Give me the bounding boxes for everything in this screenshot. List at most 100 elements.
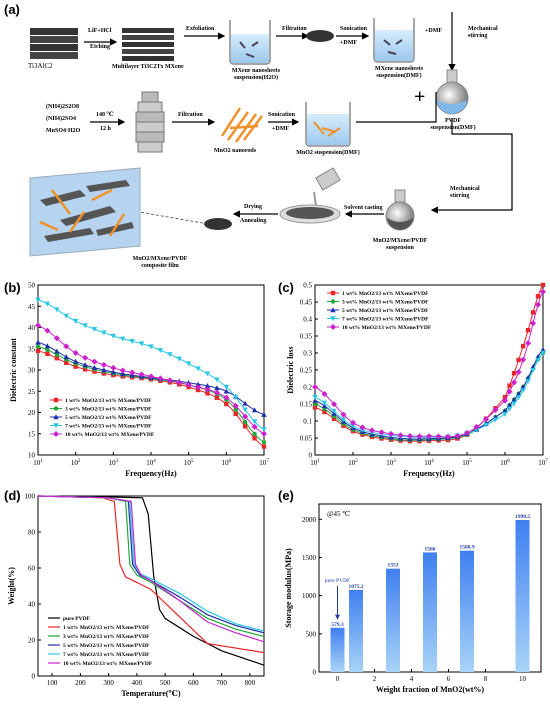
y-tick-label: 0	[309, 452, 313, 460]
data-point	[92, 369, 97, 374]
data-point	[407, 433, 413, 440]
data-point	[312, 401, 318, 407]
annotation-label: @45 ℃	[327, 510, 350, 518]
x-tick-label: 103	[109, 459, 119, 467]
data-point	[44, 343, 51, 349]
data-point	[426, 433, 432, 440]
bar-value-label: 1353	[388, 563, 399, 569]
x-tick-label: 102	[71, 459, 81, 467]
y-axis-label: Dielectric constant	[9, 338, 18, 402]
y-tick-label: 40	[28, 324, 36, 332]
label-time: 12 h	[100, 126, 111, 132]
legend-label: 5 wt% MnO2/13 wt% MXene/PVDF	[63, 643, 150, 649]
label-top-plus-dmf: +DMF	[425, 28, 443, 34]
data-point	[233, 407, 238, 412]
data-point	[435, 433, 442, 440]
data-point	[261, 444, 267, 449]
bar	[423, 552, 437, 672]
x-tick-label: 0	[336, 675, 340, 683]
series-line	[314, 352, 544, 441]
data-point	[91, 364, 98, 370]
data-point	[445, 433, 451, 440]
data-point	[483, 416, 489, 423]
y-tick-label: 60	[28, 565, 36, 573]
y-tick-label: 0.2	[303, 384, 312, 392]
y-tick-label: 1000	[302, 592, 317, 600]
y-tick-label: 20	[28, 409, 36, 417]
x-tick-label: 2	[373, 675, 377, 683]
y-tick-label: 0.4	[303, 316, 312, 324]
data-point	[73, 364, 78, 369]
data-point	[312, 395, 318, 400]
x-tick-label: 102	[348, 459, 358, 467]
pvdf-flask-icon	[435, 69, 469, 115]
x-tick-label: 500	[160, 679, 171, 687]
y-tick-label: 0.25	[300, 367, 313, 375]
x-axis-label: Frequency(Hz)	[403, 469, 455, 478]
data-point	[251, 407, 258, 413]
data-point	[63, 313, 69, 319]
panel-label-e: (e)	[278, 488, 294, 503]
legend-label: 7 wt% MnO2/13 wt% MXene/PVDF	[342, 317, 429, 323]
data-point	[101, 367, 107, 373]
data-point	[110, 369, 117, 375]
data-point	[321, 400, 328, 406]
data-point	[35, 339, 41, 345]
label-filtration: Filtration	[282, 26, 307, 32]
y-tick-label: 80	[28, 529, 36, 537]
data-point	[100, 361, 107, 368]
data-point	[45, 351, 50, 357]
legend-marker	[330, 307, 336, 313]
bar	[386, 568, 400, 672]
x-tick-label: 105	[462, 459, 472, 467]
data-point	[176, 379, 183, 386]
panel-label-a: (a)	[4, 2, 20, 17]
data-point	[454, 432, 461, 439]
legend-label: 1 wt% MnO2/13 wt% MXene/PVDF	[63, 625, 150, 631]
plot-frame	[37, 284, 265, 456]
data-point	[35, 344, 41, 349]
data-point	[91, 327, 98, 332]
data-point	[492, 406, 499, 413]
label-reagent2: (NH4)2SO4	[46, 116, 76, 122]
data-point	[195, 381, 201, 387]
legend-label: 5 wt% MnO2/13 wt% MXene/PVDF	[65, 415, 152, 421]
data-point	[110, 333, 117, 339]
data-point	[530, 368, 536, 373]
data-point	[261, 427, 267, 433]
data-point	[350, 423, 356, 429]
y-tick-label: 100	[25, 493, 36, 501]
data-point	[340, 417, 347, 423]
x-tick-label: 800	[245, 679, 256, 687]
data-point	[520, 356, 527, 363]
series-line	[37, 495, 265, 643]
autoclave-icon	[135, 91, 165, 153]
data-point	[312, 384, 318, 390]
x-tick-label: 105	[184, 459, 194, 467]
label-sonication: Sonication	[340, 26, 368, 32]
data-point	[223, 384, 230, 390]
x-tick-label: 104	[146, 459, 156, 467]
data-point	[242, 407, 248, 413]
data-point	[214, 385, 220, 391]
data-point	[214, 377, 220, 383]
connector-line	[356, 92, 437, 123]
data-point	[157, 348, 164, 353]
data-point	[138, 371, 145, 378]
label-mxene-h2o: MXene nanosheets suspension(H2O)	[231, 68, 281, 81]
y-tick-label: 0.15	[300, 401, 313, 409]
y-tick-label: 15	[28, 430, 36, 438]
bar	[460, 550, 474, 672]
data-point	[63, 343, 70, 350]
legend-marker	[53, 397, 59, 403]
panel-label-b: (b)	[4, 280, 21, 295]
series-line	[37, 495, 265, 654]
legend-marker	[330, 316, 336, 322]
data-point	[312, 405, 318, 410]
chart-dielectric-constant: 10 15 20 25 30 35 40 45 50 101 102 103 104 105 106 107 F…	[9, 282, 269, 479]
data-point	[44, 301, 51, 307]
beaker-mno2-dmf-icon	[305, 102, 351, 147]
y-tick-label: 2000	[302, 516, 317, 524]
label-temp: 140 ℃	[96, 112, 114, 118]
x-tick-label: 104	[424, 459, 434, 467]
